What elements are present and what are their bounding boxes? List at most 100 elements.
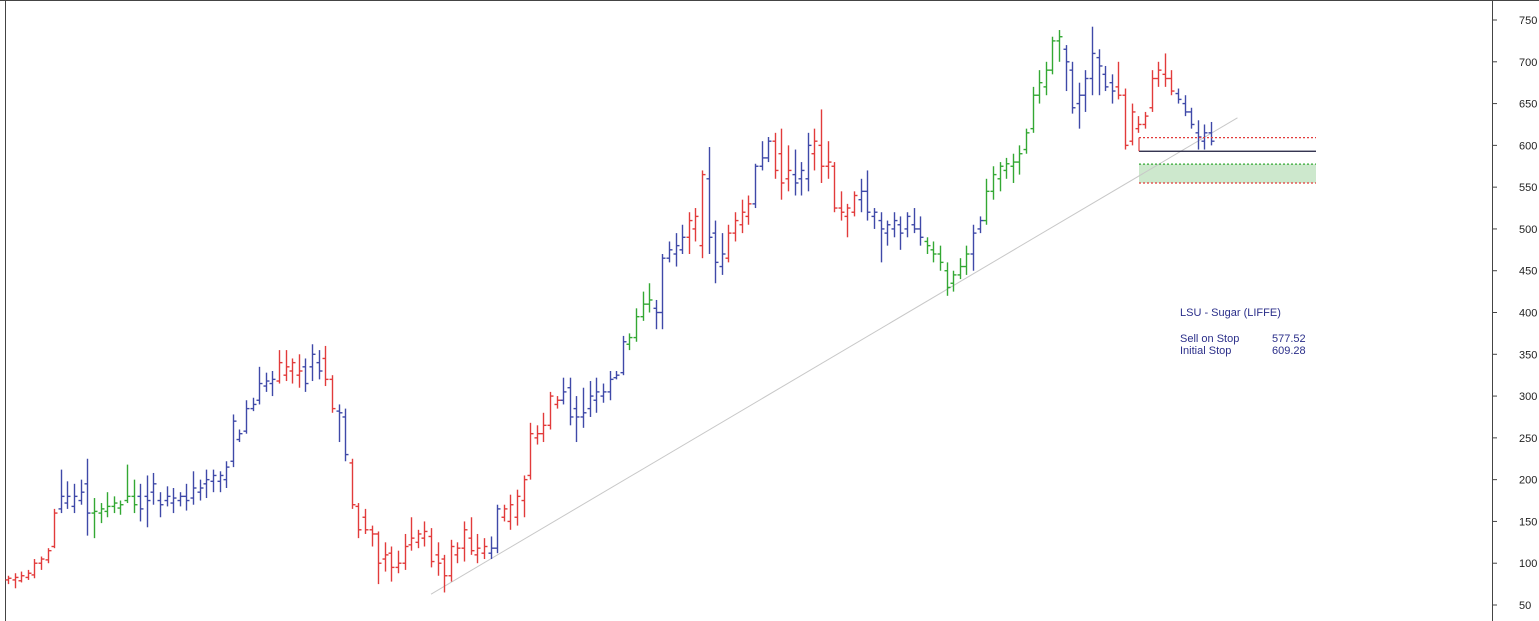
price-bar [534, 425, 541, 445]
price-bar [415, 529, 422, 549]
price-bar [1142, 111, 1149, 129]
price-bar [1182, 95, 1189, 117]
price-bar [448, 539, 455, 582]
price-bar [31, 559, 38, 579]
price-bar [1109, 74, 1116, 104]
y-tick-label: 100 [1519, 558, 1537, 570]
price-bar [1122, 88, 1129, 150]
price-bar [792, 149, 799, 196]
price-bar [765, 137, 772, 163]
price-bar [236, 429, 243, 443]
price-bar [38, 556, 45, 570]
price-bar [243, 400, 250, 434]
price-bar [1195, 120, 1202, 150]
price-bar [1102, 65, 1109, 92]
price-bar [78, 479, 85, 505]
price-bar [937, 245, 944, 271]
price-bar [1030, 86, 1037, 133]
price-bar [891, 212, 898, 238]
price-bar [369, 525, 376, 547]
y-tick-label: 600 [1519, 140, 1537, 152]
price-bar [924, 237, 931, 255]
price-bar [1149, 70, 1156, 112]
price-bar [997, 162, 1004, 192]
price-bar [468, 517, 475, 555]
price-bar [5, 575, 12, 585]
price-bar [778, 128, 785, 200]
price-bar [739, 199, 746, 234]
price-bar [91, 498, 98, 539]
price-bar [421, 521, 428, 547]
price-bar [309, 344, 316, 382]
level-lines [1138, 137, 1316, 184]
price-bar [990, 166, 997, 200]
price-bar [203, 469, 210, 499]
price-bar [633, 308, 640, 342]
price-bar [250, 397, 257, 412]
price-bar [98, 503, 105, 524]
price-bar [838, 191, 845, 221]
price-bar [547, 391, 554, 430]
price-bar [263, 372, 270, 392]
price-bar [137, 483, 144, 522]
price-bar [811, 128, 818, 171]
price-bar [388, 546, 395, 582]
price-bar [1010, 153, 1017, 183]
y-tick-label: 50 [1519, 600, 1531, 612]
price-bar [686, 212, 693, 255]
y-tick-label: 650 [1519, 99, 1537, 111]
price-bar [170, 488, 177, 514]
price-bar [441, 554, 448, 593]
price-bar [699, 170, 706, 259]
price-bar [435, 542, 442, 576]
price-bar [1043, 61, 1050, 96]
price-bar [12, 573, 19, 589]
price-bar [481, 538, 488, 560]
y-tick-label: 250 [1519, 433, 1537, 445]
zone-group [1139, 164, 1316, 183]
price-bar [1036, 70, 1043, 104]
price-bar [177, 492, 184, 507]
price-bar [342, 408, 349, 462]
price-bar [144, 475, 151, 528]
y-axis: 50 100 150 200 250 300 350 400 450 500 550 600 650 70… [1492, 15, 1537, 612]
price-bar [878, 212, 885, 263]
price-bar [719, 233, 726, 275]
price-bar [382, 542, 389, 572]
price-bar [296, 354, 303, 388]
price-bar [911, 208, 918, 234]
price-bar [1201, 124, 1208, 150]
y-tick-label: 200 [1519, 475, 1537, 487]
price-bar [183, 483, 190, 511]
y-tick-label: 700 [1519, 57, 1537, 69]
info-box: LSU - Sugar (LIFFE) Sell on Stop 577.52 … [1180, 307, 1306, 357]
price-bar [607, 371, 614, 401]
price-bar [897, 216, 904, 250]
price-bar [117, 500, 124, 515]
price-bar [51, 508, 58, 549]
sell-on-stop-value: 577.52 [1272, 333, 1306, 345]
price-bar [71, 483, 78, 514]
price-bar [454, 542, 461, 564]
price-bar [1056, 30, 1063, 62]
price-bar [488, 536, 495, 560]
price-bar [474, 533, 481, 564]
price-bar [825, 141, 832, 179]
price-bar [276, 350, 283, 384]
price-bar [45, 548, 52, 564]
trendline-group [430, 117, 1238, 595]
price-bar [977, 216, 984, 234]
price-bar [302, 358, 309, 392]
price-bar [712, 220, 719, 284]
price-bar [349, 458, 356, 509]
price-bar [131, 479, 138, 514]
price-bar [408, 517, 415, 551]
price-bar [554, 396, 561, 409]
price-bar [759, 141, 766, 171]
price-bar [197, 479, 204, 501]
price-bar [1096, 49, 1103, 96]
price-bar [18, 571, 25, 583]
price-bar [884, 220, 891, 246]
